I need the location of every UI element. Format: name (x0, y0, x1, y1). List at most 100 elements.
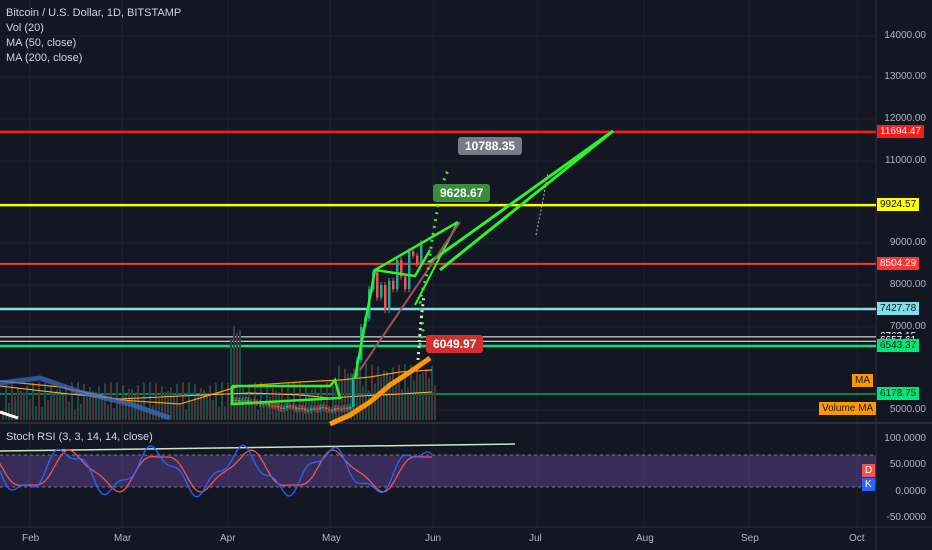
candle-body (277, 406, 280, 407)
rsi-d-tag: D (862, 464, 875, 477)
chart-legend: Bitcoin / U.S. Dollar, 1D, BITSTAMP Vol … (6, 6, 181, 66)
volume-bar (179, 404, 181, 420)
volume-ma-tag: Volume MA (819, 402, 876, 415)
volume-bar (344, 369, 346, 420)
volume-bar (311, 389, 313, 420)
candle-body (416, 256, 419, 264)
candle-body (280, 407, 283, 408)
time-axis-label: Sep (741, 533, 759, 544)
volume-bar (419, 374, 421, 420)
volume-bar (395, 382, 397, 420)
volume-bar (86, 397, 88, 420)
time-axis-label: Feb (22, 533, 39, 544)
volume-bar (44, 383, 46, 420)
candle-body (384, 285, 387, 310)
volume-bar (29, 399, 31, 420)
volume-bar (41, 407, 43, 420)
candle-body (310, 408, 313, 410)
callout-low[interactable]: 6049.97 (426, 335, 483, 353)
candle-body (408, 251, 411, 289)
volume-bar (26, 386, 28, 420)
rsi-trendline (0, 444, 515, 451)
candle-body (238, 400, 241, 402)
volume-bar (38, 382, 40, 420)
volume-bar (56, 390, 58, 420)
price-axis-label: 14000.00 (884, 30, 926, 41)
candle-body (340, 409, 343, 410)
level-tag-1: 9924.57 (877, 198, 919, 211)
volume-bar (356, 380, 358, 420)
volume-bar (32, 383, 34, 420)
volume-bar (257, 410, 259, 420)
volume-bar (314, 389, 316, 420)
volume-bar (281, 386, 283, 420)
volume-bar (17, 388, 19, 420)
candle-body (235, 400, 238, 401)
volume-bar (224, 406, 226, 420)
stoch-rsi-label: Stoch RSI (3, 3, 14, 14, close) (6, 431, 153, 443)
candle-body (313, 408, 316, 409)
candle-body (343, 408, 346, 409)
volume-bar (425, 369, 427, 420)
price-axis-label: 7000.00 (890, 321, 926, 332)
volume-bar (215, 383, 217, 420)
volume-bar (50, 385, 52, 420)
callout-mid[interactable]: 9628.67 (433, 184, 490, 202)
time-axis-label: May (322, 533, 341, 544)
candle-body (352, 377, 355, 407)
volume-bar (365, 364, 367, 420)
volume-bar (35, 406, 37, 420)
legend-title: Bitcoin / U.S. Dollar, 1D, BITSTAMP (6, 6, 181, 21)
volume-bar (332, 382, 334, 420)
volume-bar (182, 382, 184, 420)
volume-bar (371, 364, 373, 420)
candle-body (316, 409, 319, 410)
volume-bar (62, 395, 64, 420)
price-axis-label: 13000.00 (884, 71, 926, 82)
time-axis-label: Jun (425, 533, 441, 544)
price-axis-label: 12000.00 (884, 113, 926, 124)
legend-ma50: MA (50, close) (6, 36, 181, 51)
candle-body (307, 410, 310, 411)
volume-bar (416, 368, 418, 420)
volume-bar (212, 400, 214, 420)
volume-bar (191, 402, 193, 420)
candle-body (346, 408, 349, 409)
volume-bar (218, 407, 220, 420)
candle-body (244, 400, 247, 401)
time-axis-label: Oct (849, 533, 865, 544)
candle-body (420, 243, 423, 264)
volume-bar (203, 390, 205, 420)
candle-body (292, 406, 295, 407)
candle-body (283, 408, 286, 409)
candle-body (337, 408, 340, 409)
candle-body (376, 272, 379, 297)
candle-body (301, 408, 304, 409)
ma-tag: MA (852, 374, 873, 387)
rsi-band (0, 455, 876, 487)
volume-bar (173, 397, 175, 420)
candle-body (271, 405, 274, 406)
volume-bar (83, 384, 85, 420)
time-axis-label: Apr (220, 533, 236, 544)
volume-bar (206, 393, 208, 420)
volume-bar (200, 388, 202, 420)
level-tag-0: 11694.47 (877, 125, 924, 138)
volume-bar (380, 377, 382, 420)
candle-body (268, 403, 271, 405)
volume-bar (308, 394, 310, 420)
volume-bar (392, 367, 394, 420)
volume-bar (434, 385, 436, 420)
time-axis-label: Jul (529, 533, 542, 544)
volume-bar (398, 365, 400, 420)
volume-bar (239, 330, 241, 420)
rsi-axis-label: -50.0000 (887, 512, 926, 523)
level-tag-3: 7427.78 (877, 302, 919, 315)
volume-bar (107, 405, 109, 420)
callout-high[interactable]: 10788.35 (458, 137, 522, 155)
volume-bar (413, 381, 415, 420)
volume-bar (113, 408, 115, 420)
candle-body (241, 401, 244, 402)
volume-bar (428, 379, 430, 420)
